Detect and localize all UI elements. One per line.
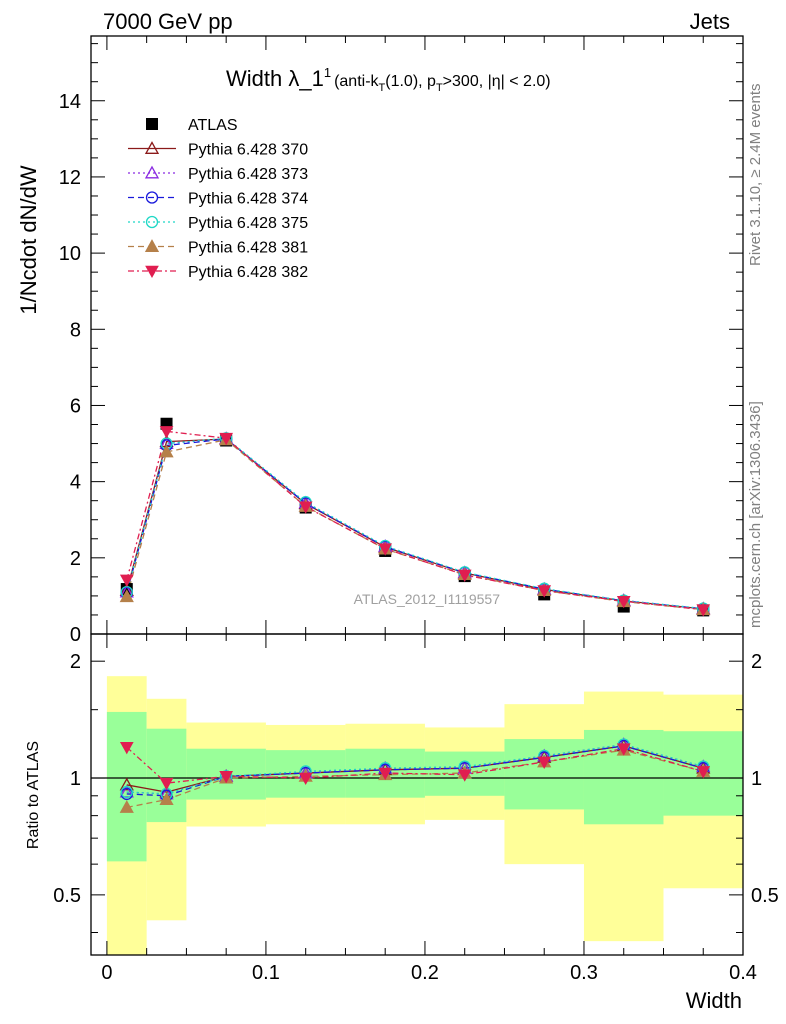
ratio-ytick-label-right: 0.5 (751, 885, 779, 907)
legend-label-4: Pythia 6.428 375 (188, 215, 308, 232)
ratio-point-s5-1 (159, 777, 174, 791)
legend-marker-2 (144, 165, 160, 179)
ratio-xlabel: Width (686, 988, 742, 1013)
data-point-s6-3 (298, 501, 313, 514)
ratio-xtick-label: 0.2 (411, 962, 439, 984)
ratio-xtick-label: 0.3 (570, 962, 598, 984)
ratio-frame (90, 633, 744, 956)
legend-marker-5 (144, 239, 160, 252)
ratio-line-5 (126, 746, 704, 784)
series-line-2 (126, 437, 704, 610)
ratio-point-s3-0 (120, 785, 133, 799)
data-point-s6-4 (378, 543, 393, 556)
legend-label-0: ATLAS (188, 117, 238, 134)
legend-marker-1 (144, 141, 160, 154)
analysis-watermark: ATLAS_2012_I1119557 (354, 591, 501, 607)
ratio-point-s5-8 (696, 766, 711, 779)
data-point-s6-1 (159, 426, 174, 439)
title-cond-a: (anti-k (334, 73, 379, 90)
legend-marker-3 (145, 191, 159, 204)
data-point-s6-8 (696, 604, 711, 617)
ratio-ytick-label: 2 (70, 651, 81, 673)
uncertainty-band-inner-1 (146, 728, 187, 823)
legend-label-1: Pythia 6.428 370 (188, 142, 308, 159)
series-line-3 (126, 438, 704, 610)
ratio-point-s4-1 (159, 792, 174, 806)
legend: ATLAS Pythia 6.428 370 Pythia 6.428 373 Pyt… (128, 117, 308, 281)
title-cond-sub-2: T (436, 82, 443, 94)
main-ytick-label: 2 (70, 548, 81, 570)
title-cond-sub-1: T (379, 82, 386, 94)
main-ytick-label: 14 (59, 91, 81, 113)
ratio-ylabel: Ratio to ATLAS (25, 741, 42, 849)
ratio-point-s4-0 (119, 800, 134, 813)
ratio-point-s5-2 (219, 771, 234, 784)
main-ylabel: 1/Ncdot dN/dW (16, 165, 41, 314)
main-ytick-label: 0 (70, 624, 81, 646)
title-cond-b: (1.0), p (385, 73, 436, 90)
main-ytick-label: 12 (59, 167, 81, 189)
data-point-s5-0 (119, 589, 134, 603)
data-point-s6-0 (119, 574, 134, 587)
plot-title: Width λ_11(anti-kT(1.0), pT>300, |η| < 2… (226, 65, 551, 94)
main-ytick-label: 8 (70, 319, 81, 341)
ratio-ytick-label: 0.5 (53, 885, 81, 907)
main-ytick-label: 4 (70, 472, 81, 494)
mcplots-label: mcplots.cern.ch [arXiv:1306.3436] (747, 401, 764, 628)
header-right: Jets (690, 9, 730, 34)
main-ytick-label: 6 (70, 395, 81, 417)
ratio-xtick-label: 0 (101, 962, 112, 984)
data-point-s6-6 (537, 585, 552, 598)
ratio-point-s5-7 (616, 743, 631, 756)
data-point-s6-7 (616, 595, 631, 609)
series-line-6 (126, 430, 704, 611)
ratio-point-s5-3 (298, 772, 313, 786)
legend-marker-6 (145, 265, 159, 279)
data-point-s5-1 (159, 444, 174, 458)
title-main: Width λ_1 (226, 66, 324, 91)
series-line-5 (126, 439, 704, 611)
ratio-point-s5-5 (457, 769, 472, 782)
main-ytick-label: 10 (59, 243, 81, 265)
legend-marker-4 (145, 215, 159, 229)
ratio-ytick-label-right: 2 (751, 651, 762, 673)
rivet-label: Rivet 3.1.10, ≥ 2.4M events (747, 84, 764, 267)
header-left: 7000 GeV pp (103, 9, 233, 34)
ratio-point-s5-6 (537, 756, 552, 769)
title-cond-c: >300, |η| < 2.0) (443, 73, 551, 90)
legend-marker-0 (146, 118, 158, 130)
legend-label-5: Pythia 6.428 381 (188, 240, 308, 257)
title-sup: 1 (324, 65, 331, 80)
ratio-xtick-label: 0.1 (252, 962, 280, 984)
ratio-point-s5-4 (378, 767, 393, 781)
ratio-point-s1-0 (119, 784, 134, 798)
ratio-panel: 0.5 0.5 1 1 2 2 0 0.1 0.2 0.3 0.4 (53, 633, 779, 984)
data-point-s6-2 (219, 432, 234, 446)
ratio-point-s5-0 (119, 741, 134, 755)
ratio-ytick-label: 1 (70, 768, 81, 790)
series-line-1 (126, 438, 704, 610)
series-line-4 (126, 437, 704, 610)
legend-label-3: Pythia 6.428 374 (188, 191, 308, 208)
ratio-ytick-label-right: 1 (751, 768, 762, 790)
ratio-xtick-label: 0.4 (729, 962, 757, 984)
data-point-s6-5 (457, 569, 472, 582)
ratio-point-s0-0 (119, 777, 134, 791)
main-panel: 0 2 4 6 8 10 12 14 (59, 35, 744, 646)
legend-label-2: Pythia 6.428 373 (188, 166, 308, 183)
legend-label-6: Pythia 6.428 382 (188, 264, 308, 281)
